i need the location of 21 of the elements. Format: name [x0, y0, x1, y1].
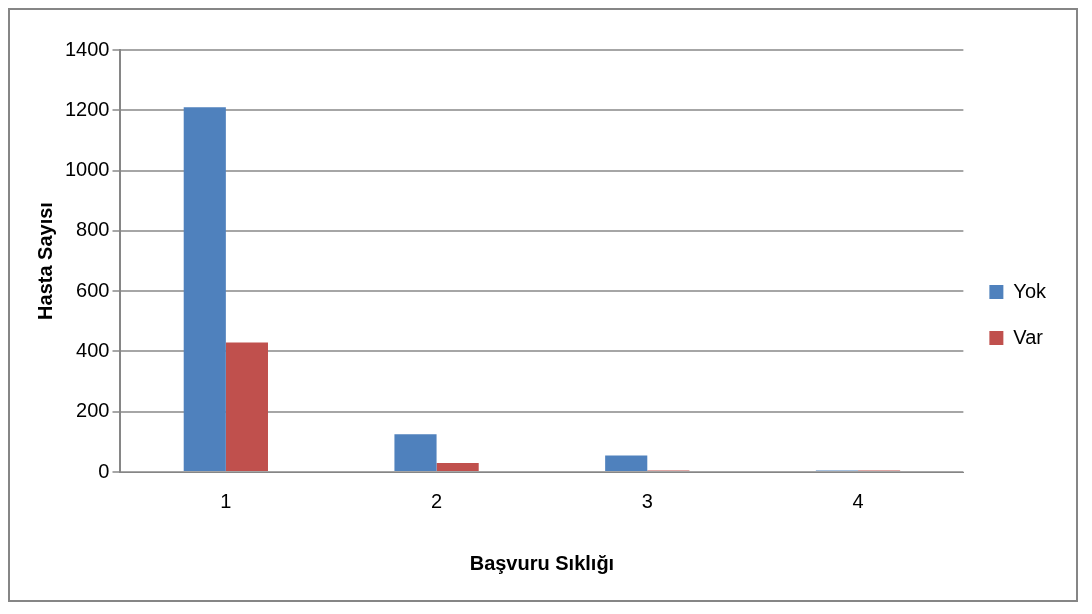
y-tick-label: 1000: [64, 158, 110, 181]
y-tick-label: 1200: [64, 97, 110, 120]
bar: [394, 434, 437, 471]
y-axis-title: Hasta Sayısı: [33, 202, 56, 320]
y-tick-label: 1400: [64, 37, 110, 60]
bar: [183, 107, 226, 471]
bar: [225, 342, 268, 471]
y-tick-label: 800: [76, 218, 110, 241]
y-tick-label: 400: [76, 338, 110, 361]
x-tick-label: 4: [852, 489, 864, 512]
bar: [605, 455, 648, 471]
legend-label: Var: [1013, 325, 1044, 348]
legend-label: Yok: [1013, 279, 1047, 302]
y-tick-label: 200: [76, 399, 110, 422]
x-axis-title: Başvuru Sıklığı: [469, 551, 615, 574]
bar: [436, 462, 479, 471]
y-tick-label: 600: [76, 278, 110, 301]
x-tick-label: 3: [641, 489, 653, 512]
y-tick-label: 0: [98, 459, 110, 482]
x-tick-label: 1: [220, 489, 232, 512]
x-tick-label: 2: [431, 489, 443, 512]
